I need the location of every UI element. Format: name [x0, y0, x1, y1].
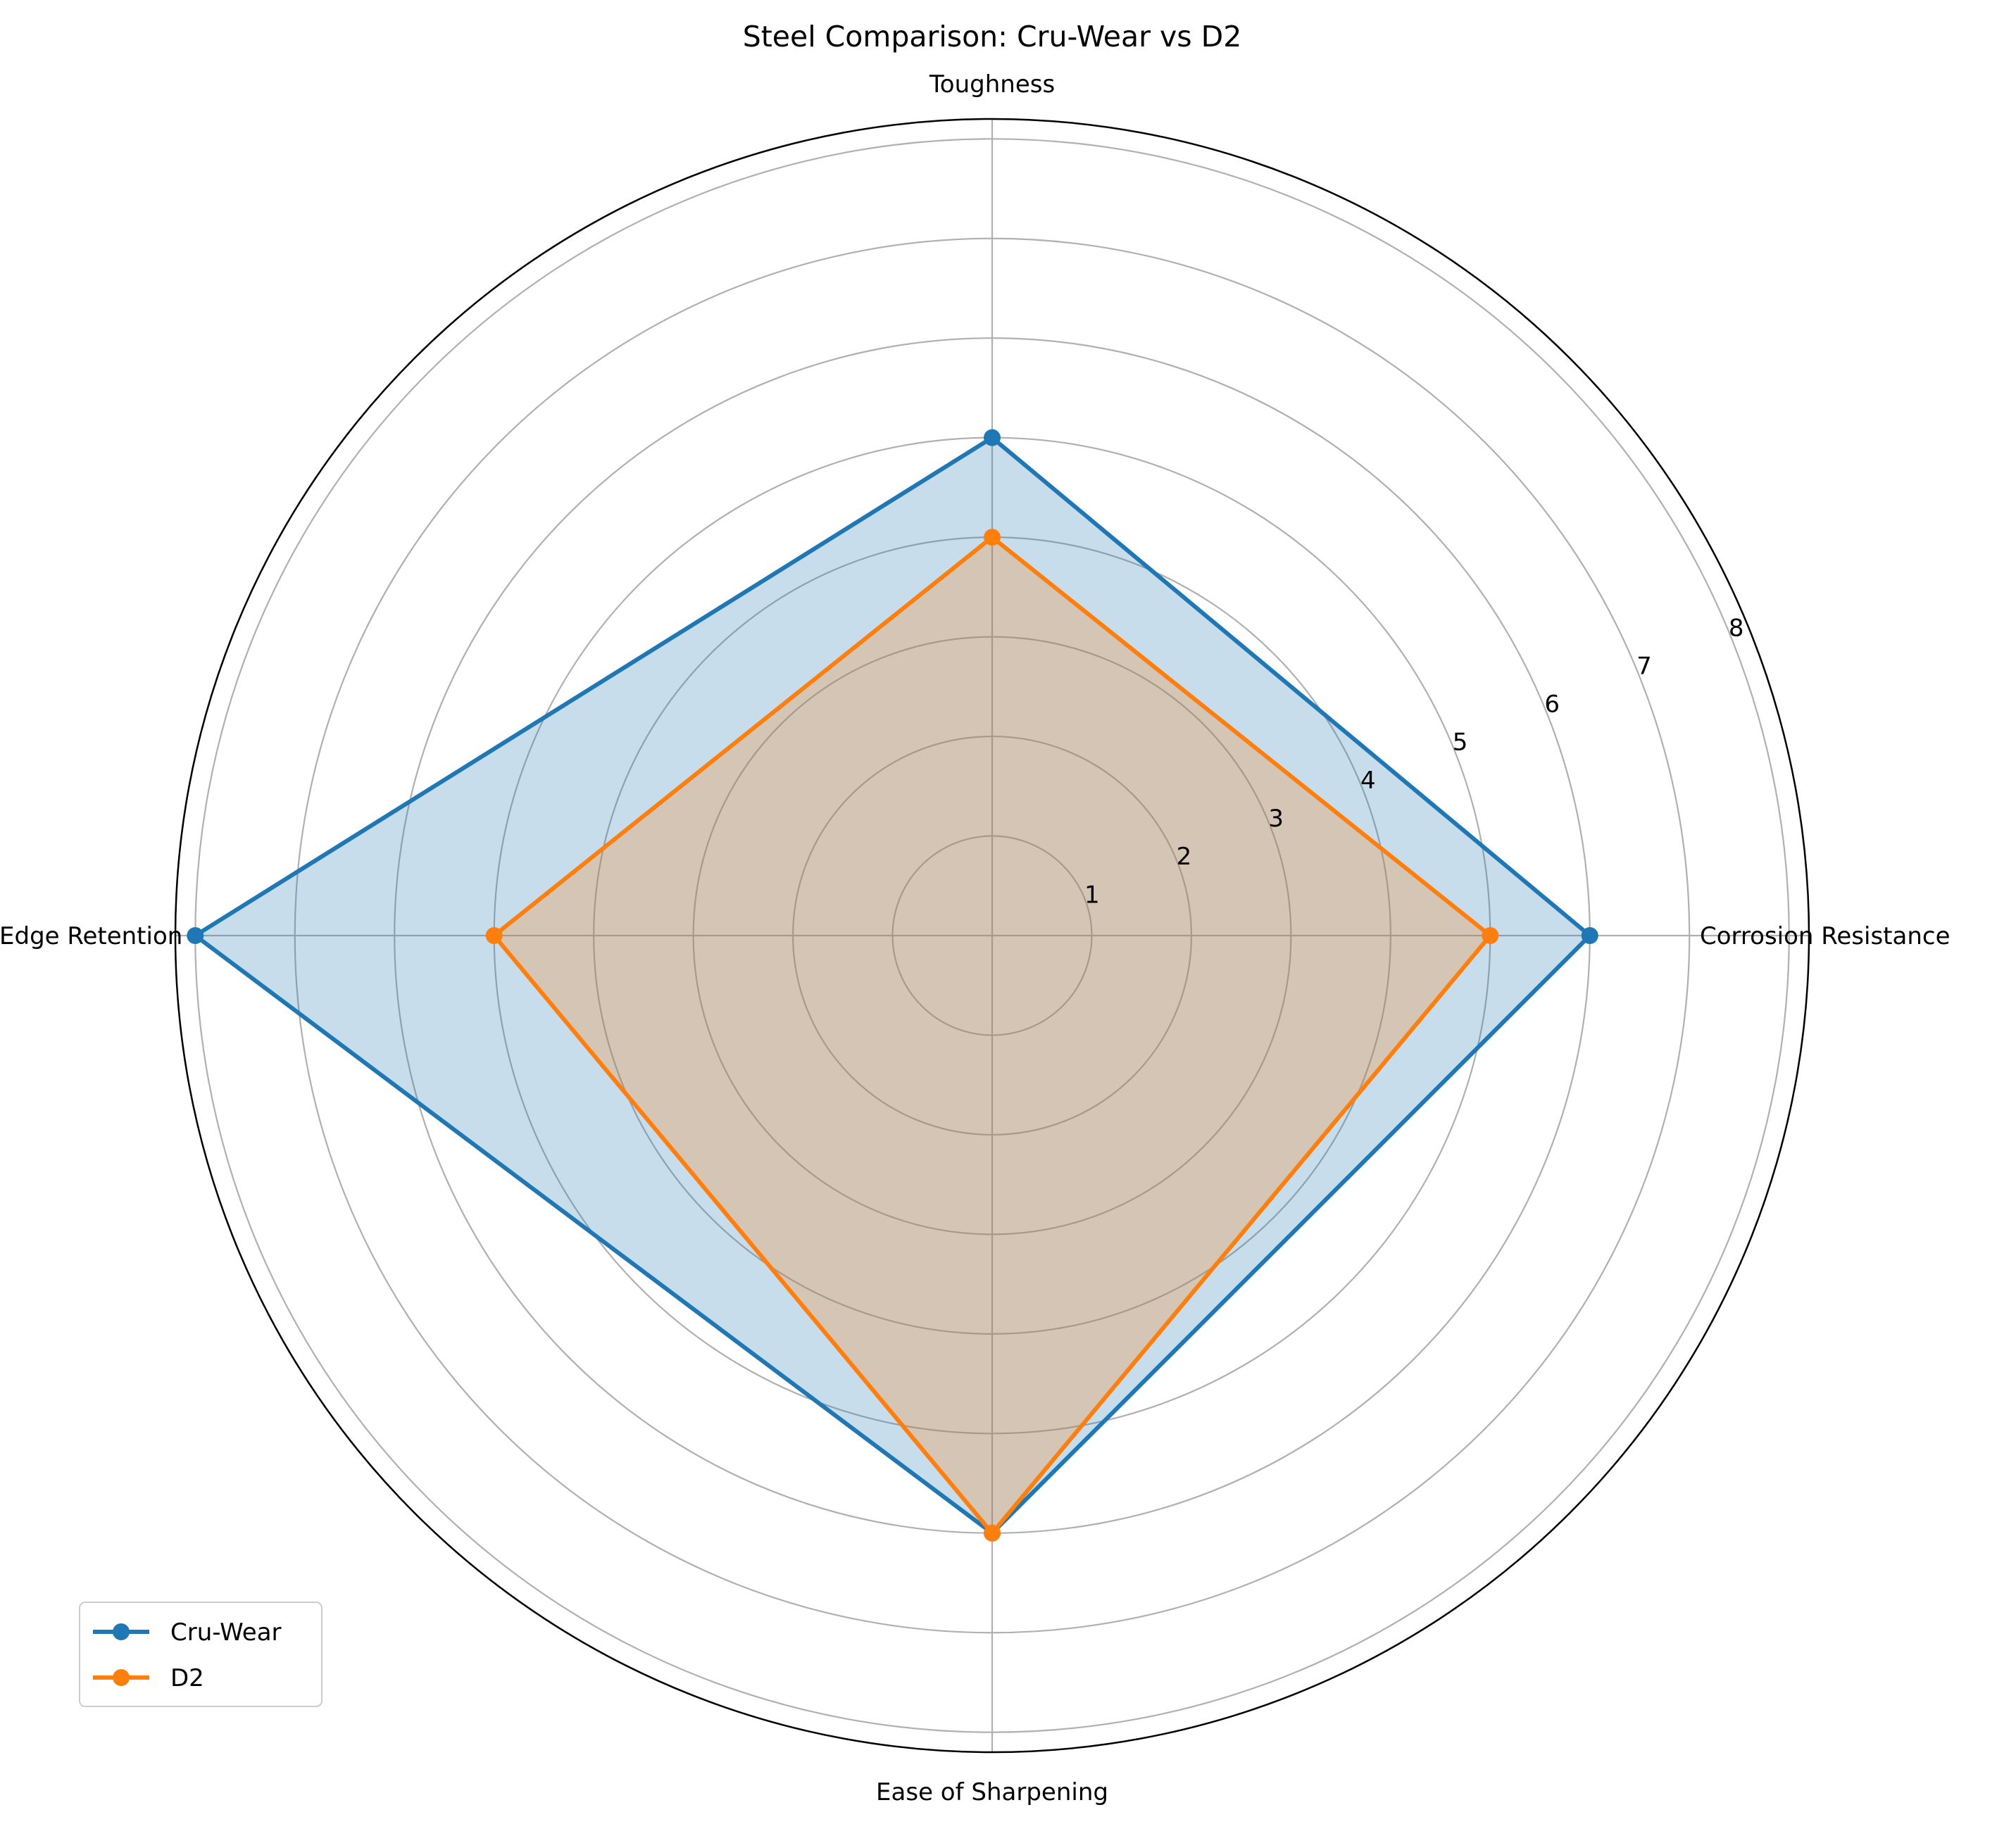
radial-tick-label-3: 3	[1268, 805, 1284, 833]
legend-label-0: Cru-Wear	[170, 1618, 282, 1647]
category-label-3: Ease of Sharpening	[876, 1778, 1108, 1806]
series-point-1-3	[984, 1524, 1001, 1542]
legend-label-1: D2	[170, 1664, 204, 1692]
category-label-2: Edge Retention	[0, 922, 182, 950]
series-point-0-0	[1581, 927, 1598, 944]
legend-frame	[79, 1602, 323, 1707]
series-point-1-0	[1482, 927, 1499, 944]
axis-labels: 1 2 3 4 5 6 7 8 Corrosion Resistance Toughness Edg…	[0, 70, 1951, 1806]
category-label-1: Toughness	[929, 70, 1055, 99]
chart-title: Steel Comparison: Cru-Wear vs D2	[743, 20, 1242, 54]
series-point-1-2	[485, 927, 503, 944]
radial-tick-label-2: 2	[1177, 843, 1192, 871]
radial-tick-label-4: 4	[1360, 767, 1376, 795]
radial-tick-label-6: 6	[1544, 691, 1560, 719]
legend-marker-0	[113, 1623, 130, 1640]
series-layer	[187, 429, 1598, 1542]
series-point-1-1	[984, 529, 1001, 546]
radial-tick-label-1: 1	[1084, 881, 1100, 909]
legend: Cru-Wear D2	[79, 1602, 323, 1707]
series-point-0-1	[984, 429, 1001, 446]
series-fill-0	[195, 437, 1590, 1533]
series-point-0-2	[187, 927, 204, 944]
series-fill-1	[494, 537, 1491, 1533]
radial-tick-label-5: 5	[1453, 729, 1468, 757]
radial-tick-label-7: 7	[1636, 652, 1652, 680]
polar-frame	[174, 118, 1810, 1754]
category-label-0: Corrosion Resistance	[1700, 922, 1951, 950]
legend-marker-1	[113, 1669, 130, 1686]
radial-tick-label-8: 8	[1729, 614, 1744, 642]
